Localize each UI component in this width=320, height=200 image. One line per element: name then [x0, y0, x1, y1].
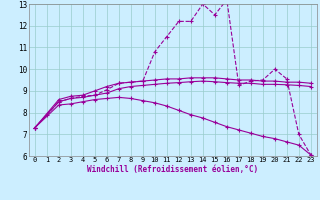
- X-axis label: Windchill (Refroidissement éolien,°C): Windchill (Refroidissement éolien,°C): [87, 165, 258, 174]
